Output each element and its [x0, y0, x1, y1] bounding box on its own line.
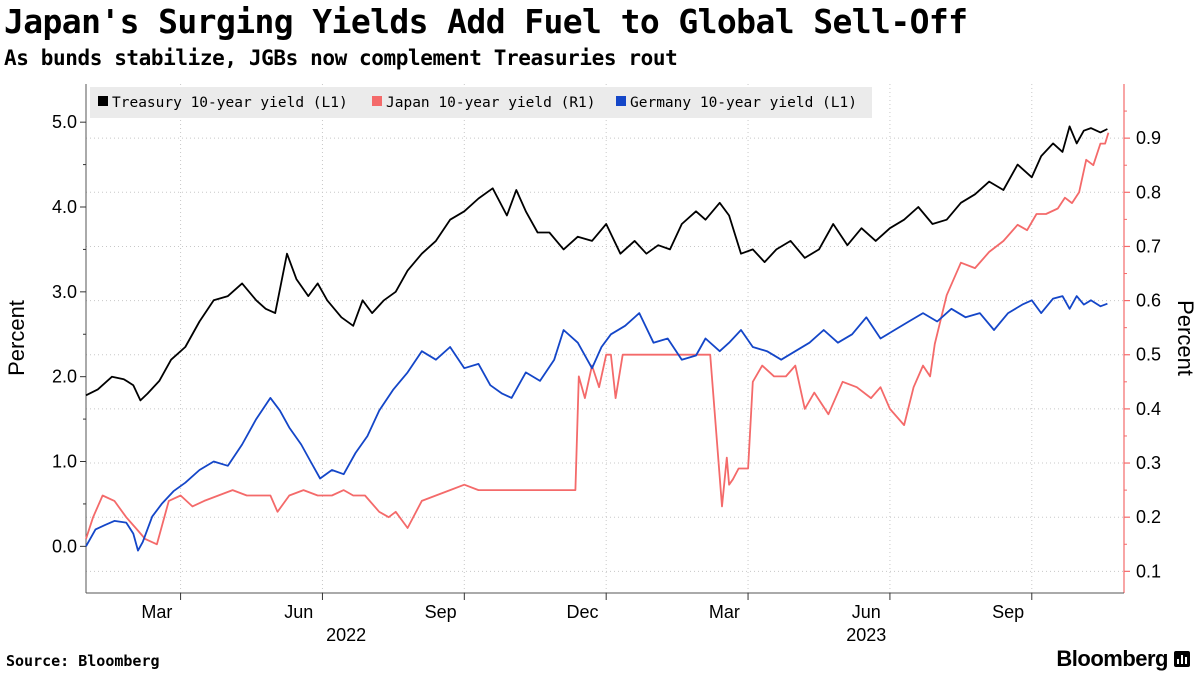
right-tick-label: 0.1 — [1136, 561, 1161, 581]
legend-swatch-1 — [372, 96, 382, 106]
series-line-japan — [85, 132, 1110, 546]
left-tick-label: 4.0 — [52, 197, 77, 217]
left-tick-label: 0.0 — [52, 536, 77, 556]
right-tick-label: 0.7 — [1136, 236, 1161, 256]
left-tick-label: 3.0 — [52, 282, 77, 302]
legend-label-1: Japan 10-year yield (R1) — [386, 95, 596, 111]
left-tick-label: 1.0 — [52, 452, 77, 472]
bloomberg-chart-icon — [1174, 651, 1190, 667]
series-line-germany — [85, 295, 1108, 552]
legend-label-2: Germany 10-year yield (L1) — [630, 95, 857, 111]
legend-swatch-0 — [98, 96, 108, 106]
right-axis-title: Percent — [1173, 300, 1198, 376]
legend-label-0: Treasury 10-year yield (L1) — [112, 95, 348, 111]
bloomberg-logo: Bloomberg — [1056, 646, 1190, 672]
right-tick-label: 0.9 — [1136, 128, 1161, 148]
chart-subtitle: As bunds stabilize, JGBs now complement … — [4, 46, 678, 70]
legend-background — [90, 87, 872, 118]
x-tick-label: Dec — [567, 602, 599, 622]
x-tick-label: Jun — [284, 602, 313, 622]
x-tick-label: Mar — [141, 602, 172, 622]
source-note: Source: Bloomberg — [6, 652, 160, 670]
right-tick-label: 0.3 — [1136, 453, 1161, 473]
chart-legend: Treasury 10-year yield (L1) Japan 10-year… — [90, 87, 872, 118]
legend-swatch-2 — [616, 96, 626, 106]
left-tick-label: 5.0 — [52, 112, 77, 132]
left-tick-label: 2.0 — [52, 367, 77, 387]
chart-title: Japan's Surging Yields Add Fuel to Globa… — [4, 2, 968, 41]
axis-layer: 0.0 1.0 2.0 3.0 4.0 5.0 0.1 0.2 0.3 0.4 0.5 0.6 0.7 0… — [52, 84, 1161, 645]
x-year-label: 2023 — [846, 625, 886, 645]
right-tick-label: 0.5 — [1136, 345, 1161, 365]
right-tick-label: 0.8 — [1136, 182, 1161, 202]
right-tick-label: 0.4 — [1136, 399, 1161, 419]
grid-layer — [86, 84, 1124, 593]
series-layer — [85, 125, 1110, 552]
x-tick-label: Sep — [425, 602, 457, 622]
x-tick-label: Jun — [852, 602, 881, 622]
x-tick-label: Sep — [992, 602, 1024, 622]
bloomberg-wordmark: Bloomberg — [1056, 646, 1168, 671]
right-tick-label: 0.2 — [1136, 507, 1161, 527]
x-year-label: 2022 — [326, 625, 366, 645]
x-tick-label: Mar — [709, 602, 740, 622]
series-line-treasury — [85, 125, 1108, 402]
right-tick-label: 0.6 — [1136, 291, 1161, 311]
left-axis-title: Percent — [4, 300, 29, 376]
